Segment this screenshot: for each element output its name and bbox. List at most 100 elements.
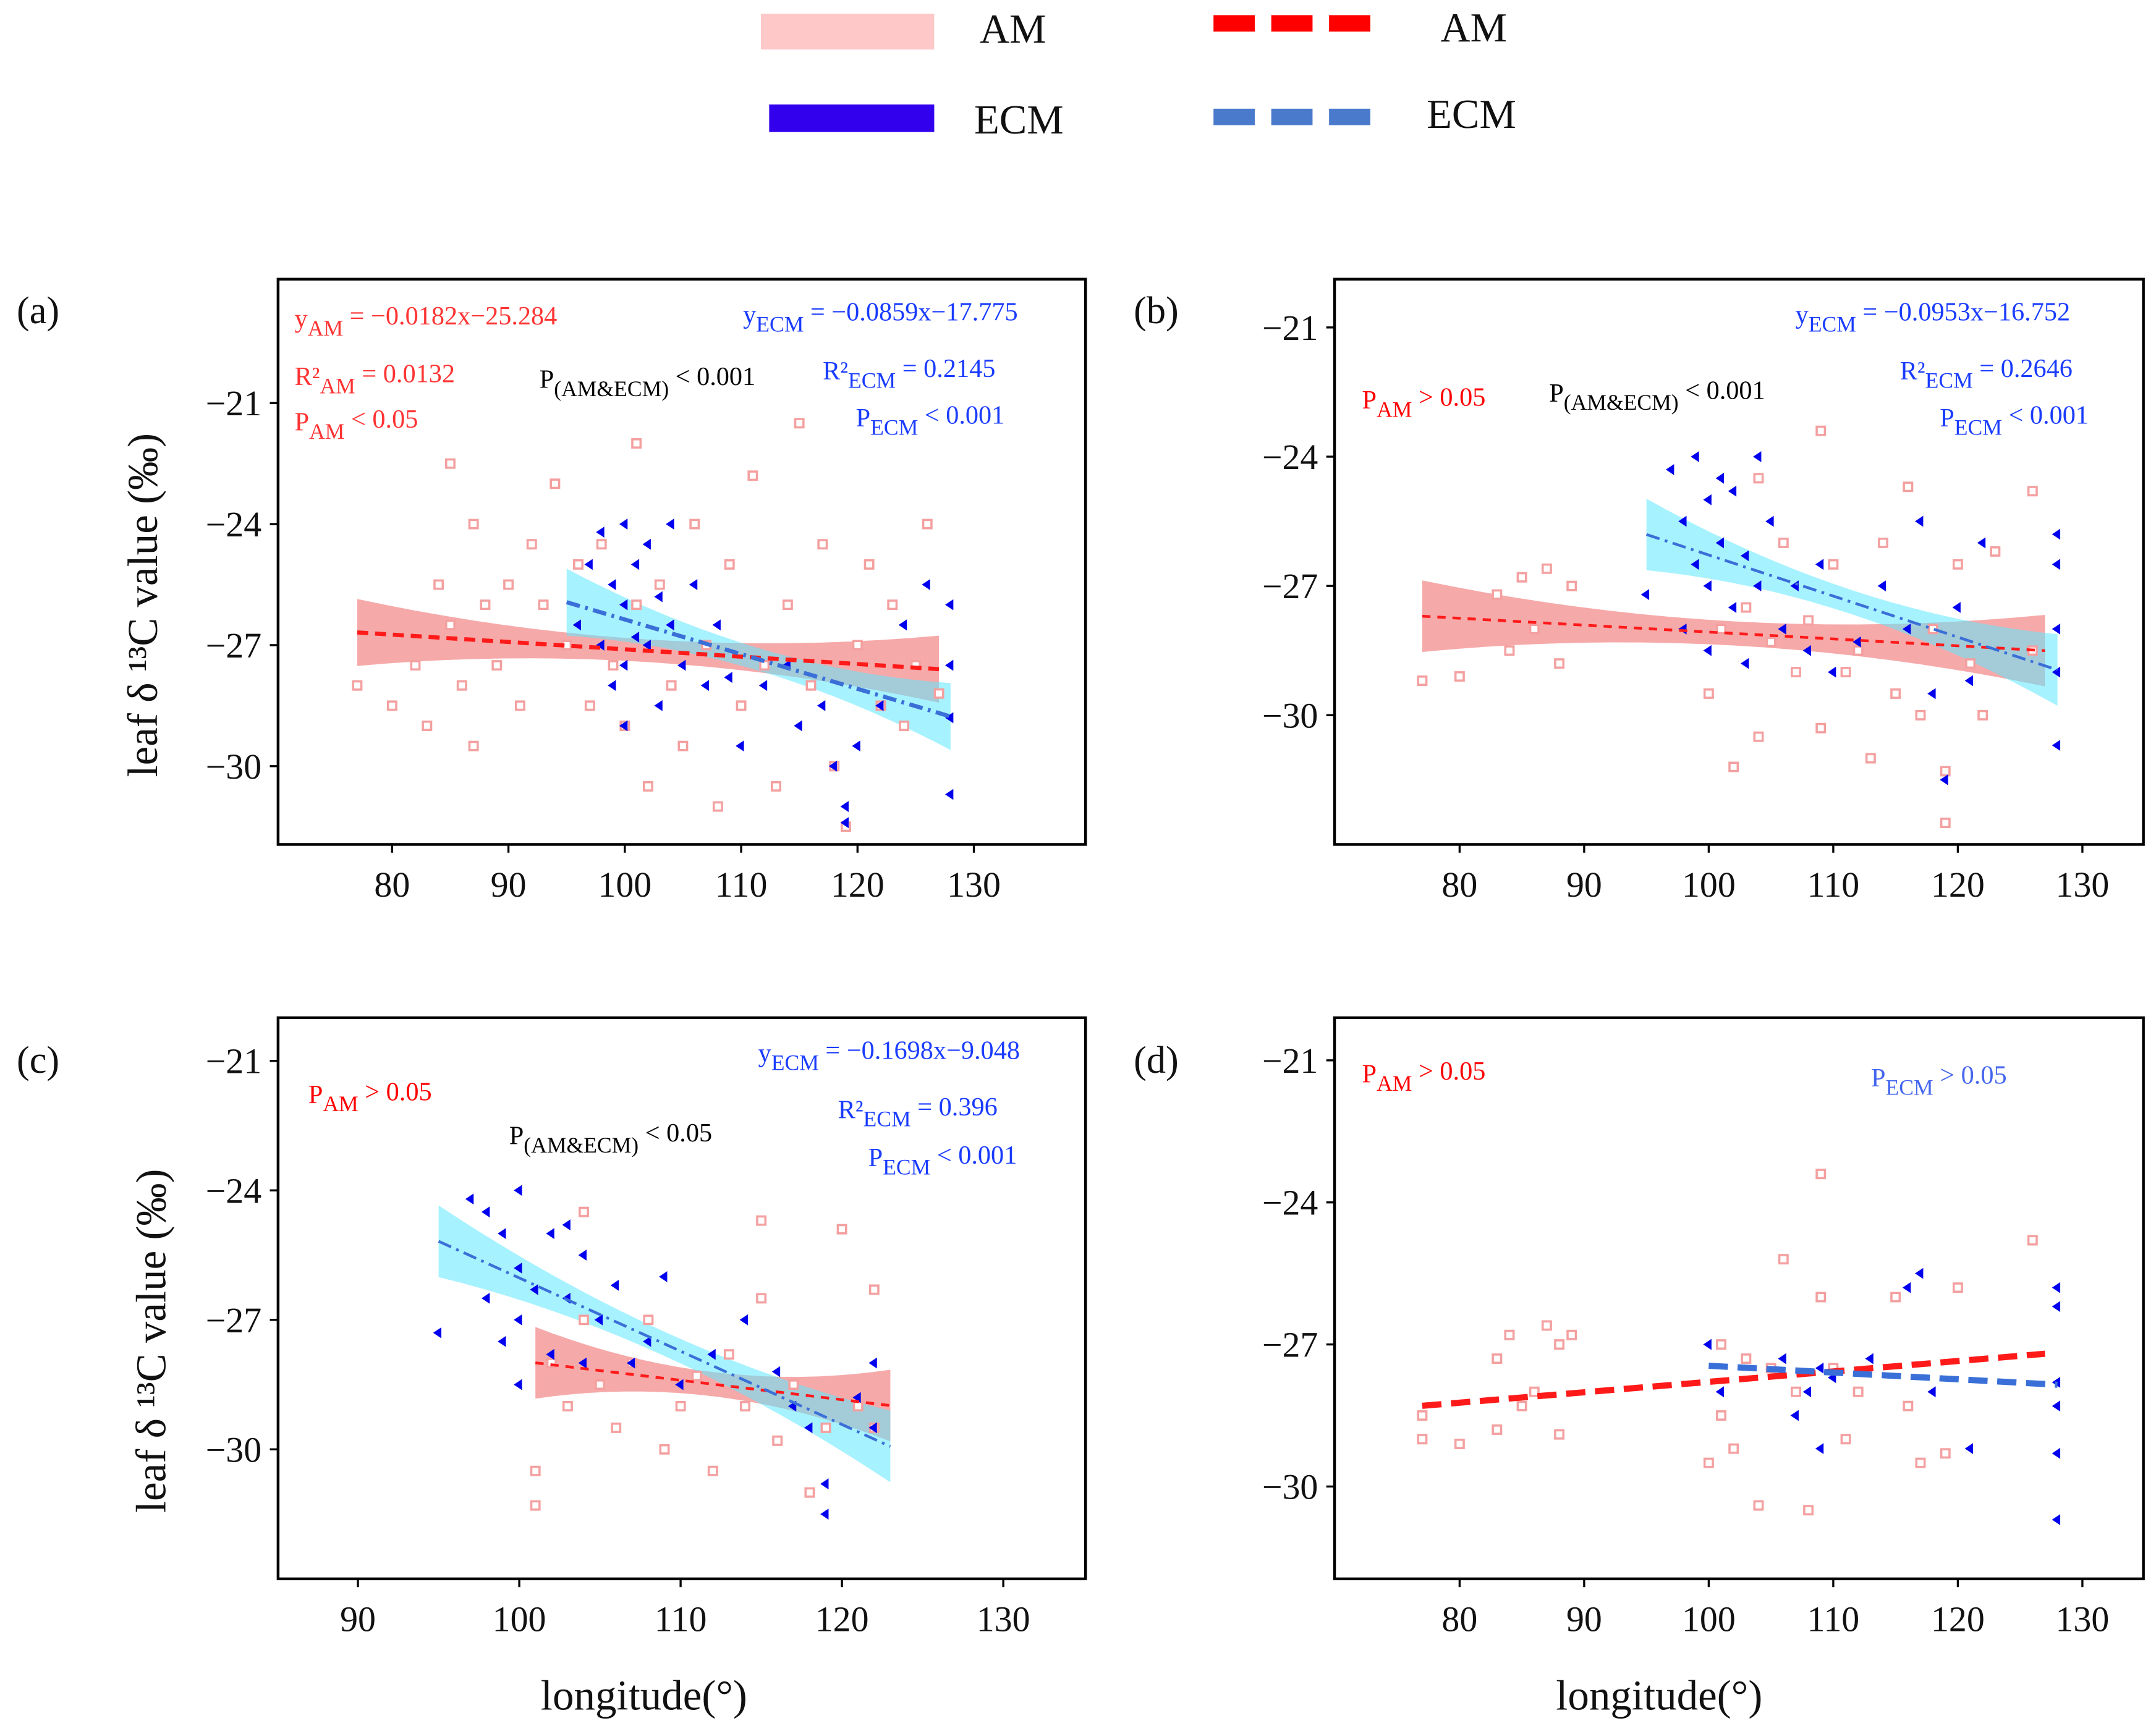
am-point bbox=[1803, 1505, 1814, 1516]
ecm-point bbox=[724, 672, 732, 683]
am-point bbox=[480, 599, 491, 611]
ecm-point bbox=[820, 1478, 829, 1490]
am-point bbox=[689, 518, 700, 530]
annotation-subscript: AM bbox=[308, 316, 343, 341]
x-tick-label: 110 bbox=[655, 1599, 707, 1639]
annotation-subscript: ECM bbox=[756, 311, 804, 336]
am-point bbox=[868, 1284, 880, 1295]
ecm-point bbox=[675, 1379, 684, 1390]
ecm-point bbox=[2052, 528, 2061, 540]
ecm-point bbox=[1715, 537, 1724, 549]
stat-annotation: PAM > 0.05 bbox=[1362, 1057, 1486, 1096]
legend-label-ecm-band: ECM bbox=[974, 98, 1064, 143]
am-point bbox=[1492, 589, 1503, 600]
ecm-point bbox=[530, 1284, 538, 1295]
ecm-point bbox=[1964, 675, 1974, 687]
am-point bbox=[933, 688, 944, 699]
x-tick-label: 130 bbox=[2056, 1599, 2110, 1639]
am-point bbox=[1940, 766, 1951, 777]
annotation-symbol: P bbox=[295, 408, 310, 437]
annotation-symbol: R² bbox=[1900, 357, 1925, 386]
ecm-point bbox=[596, 527, 605, 538]
annotation-subscript: ECM bbox=[870, 415, 918, 439]
x-tick-label: 110 bbox=[1807, 1599, 1860, 1639]
y-tick-label: −30 bbox=[1262, 695, 1318, 735]
am-point bbox=[747, 470, 758, 481]
ecm-point bbox=[578, 1357, 587, 1369]
am-point bbox=[1878, 537, 1888, 548]
x-tick-label: 130 bbox=[947, 865, 1001, 905]
am-point bbox=[1903, 1400, 1914, 1411]
am-point bbox=[579, 1314, 589, 1326]
y-tick-label: −24 bbox=[1262, 1183, 1318, 1223]
ecm-point bbox=[1815, 1362, 1824, 1374]
am-point bbox=[1952, 1282, 1963, 1293]
ecm-point bbox=[1827, 666, 1836, 678]
ecm-point bbox=[1902, 623, 1911, 635]
am-point bbox=[1529, 624, 1540, 635]
am-point bbox=[1903, 481, 1914, 493]
panel-label: (a) bbox=[17, 289, 59, 332]
y-axis-label-bottom: leaf δ ¹³C value (‰) bbox=[127, 1169, 174, 1513]
am-point bbox=[1778, 1254, 1789, 1265]
annotation-symbol: P bbox=[868, 1143, 883, 1172]
annotation-subscript: ECM bbox=[1954, 415, 2002, 439]
am-point bbox=[1454, 1439, 1465, 1449]
annotation-value: > 0.05 bbox=[359, 1077, 432, 1106]
ecm-point bbox=[944, 712, 954, 724]
ecm-point bbox=[1715, 1386, 1724, 1398]
am-point bbox=[1940, 818, 1951, 829]
ecm-point bbox=[608, 680, 616, 692]
fit-line-ecm bbox=[438, 1240, 891, 1448]
annotation-value: = 0.2646 bbox=[1973, 354, 2073, 383]
stat-annotation: PECM < 0.001 bbox=[1940, 400, 2089, 439]
am-point bbox=[352, 680, 363, 691]
ecm-point bbox=[465, 1193, 474, 1205]
y-tick-label: −24 bbox=[1262, 437, 1318, 477]
annotation-symbol: R² bbox=[295, 362, 320, 391]
stat-annotation: PECM < 0.001 bbox=[856, 400, 1005, 439]
legend-label-ecm-line: ECM bbox=[1427, 92, 1516, 137]
x-tick-label: 90 bbox=[1566, 1599, 1602, 1639]
annotation-value: = −0.0953x−16.752 bbox=[1856, 298, 2070, 327]
legend-swatch-ecm-band bbox=[769, 104, 935, 132]
am-point bbox=[1990, 546, 2001, 557]
am-point bbox=[410, 660, 421, 671]
confidence-band-am bbox=[1422, 580, 2045, 687]
ecm-point bbox=[1778, 1353, 1786, 1364]
plot-frame bbox=[1333, 277, 2145, 846]
annotation-symbol: P bbox=[308, 1080, 323, 1109]
x-tick-label: 90 bbox=[491, 865, 527, 905]
am-point bbox=[573, 559, 584, 570]
ecm-point bbox=[514, 1379, 522, 1390]
annotation-subscript: (AM&ECM) bbox=[524, 1133, 639, 1157]
ecm-point bbox=[1740, 550, 1749, 562]
ecm-point bbox=[498, 1228, 506, 1240]
am-point bbox=[805, 680, 817, 691]
am-point bbox=[1778, 537, 1789, 548]
ecm-point bbox=[619, 599, 628, 611]
am-point bbox=[677, 740, 689, 751]
am-point bbox=[756, 1215, 767, 1226]
am-point bbox=[1865, 753, 1876, 764]
legend-swatch-am-band bbox=[761, 14, 935, 50]
am-point bbox=[1840, 1434, 1851, 1445]
ecm-point bbox=[1815, 559, 1824, 570]
ecm-point bbox=[944, 659, 954, 671]
am-point bbox=[736, 700, 747, 711]
ecm-point bbox=[630, 631, 640, 643]
fit-line-am bbox=[1422, 1350, 2045, 1409]
am-point bbox=[707, 1465, 718, 1476]
x-tick-label: 120 bbox=[815, 1599, 869, 1639]
am-point bbox=[1853, 1386, 1864, 1397]
y-tick-label: −24 bbox=[206, 504, 262, 544]
am-point bbox=[631, 599, 642, 611]
ecm-point bbox=[804, 1422, 813, 1434]
legend-label-am-line: AM bbox=[1440, 6, 1507, 51]
am-point bbox=[456, 680, 467, 691]
annotation-value: < 0.001 bbox=[2002, 400, 2089, 429]
am-point bbox=[1853, 645, 1864, 656]
annotation-value: < 0.001 bbox=[1679, 376, 1765, 405]
am-point bbox=[1417, 1434, 1428, 1445]
am-point bbox=[503, 579, 514, 590]
